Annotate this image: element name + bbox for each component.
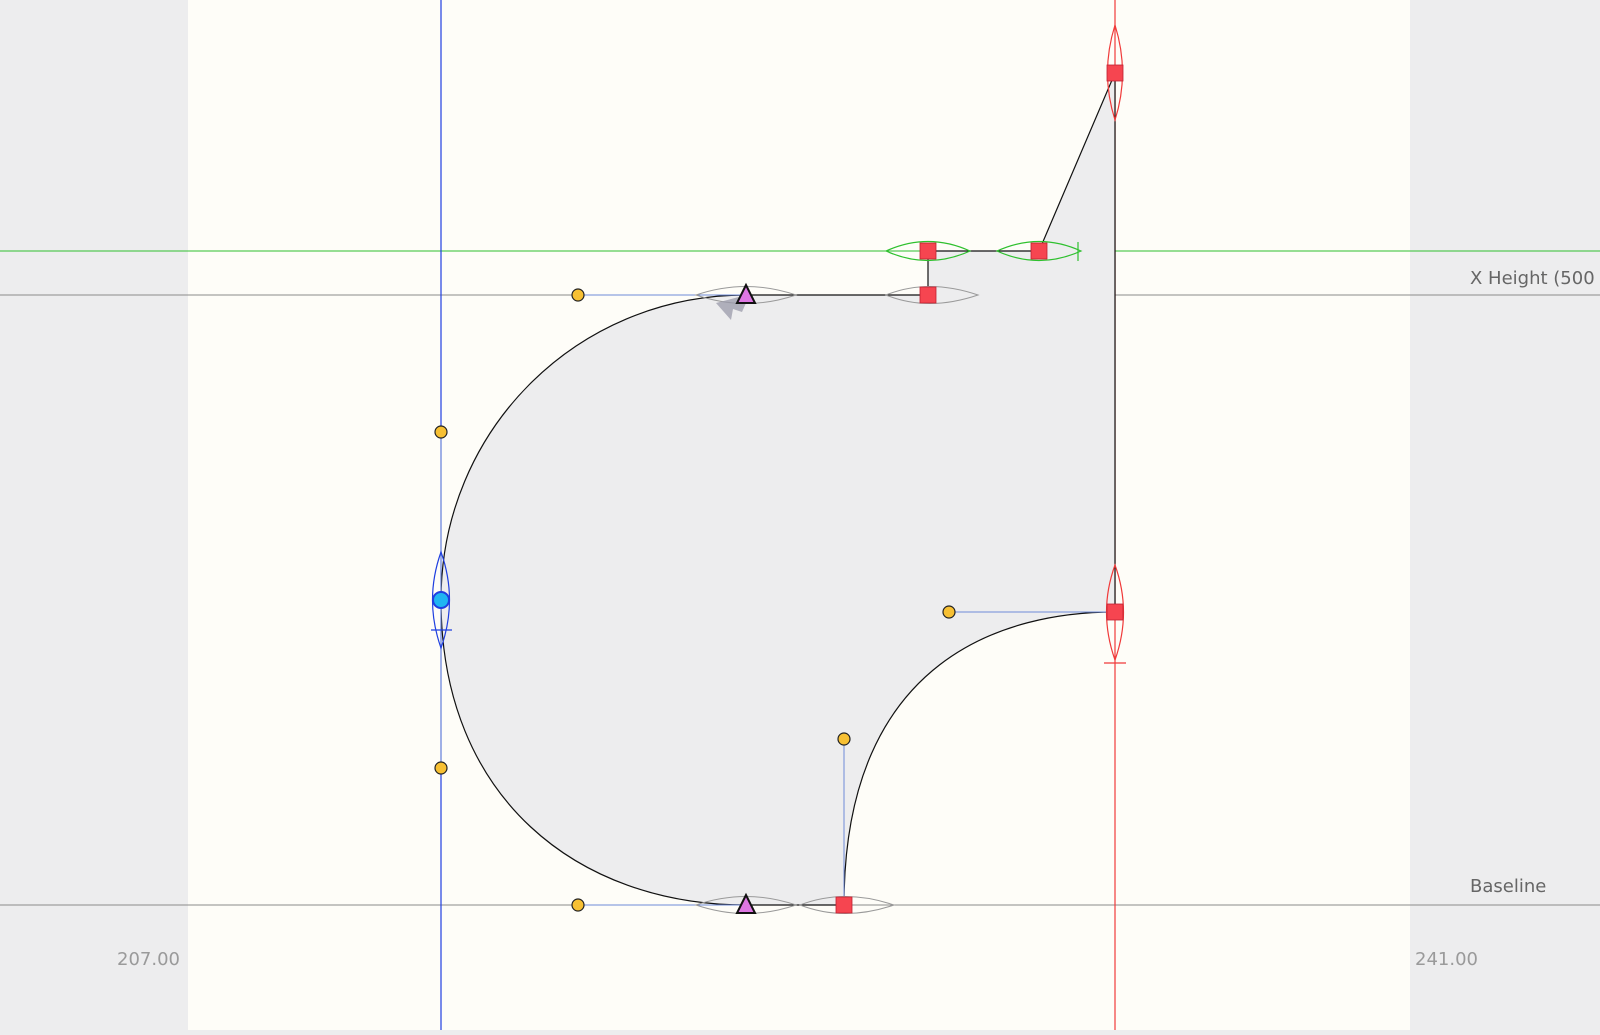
baseline-label: Baseline	[1470, 876, 1546, 897]
smooth-node-selected[interactable]	[432, 591, 450, 609]
corner-node	[835, 896, 853, 914]
corner-node	[1106, 603, 1124, 621]
corner-node	[1030, 242, 1048, 260]
lens-markers-green	[884, 240, 1083, 262]
corner-node	[919, 286, 937, 304]
glyph-outline[interactable]	[440, 72, 1116, 906]
handle-point	[434, 425, 448, 439]
left-sidebearing-value: 207.00	[117, 949, 180, 970]
tangent-node	[735, 892, 757, 914]
tangent-nodes[interactable]	[735, 282, 757, 914]
handle-point	[571, 288, 585, 302]
corner-node	[1106, 64, 1124, 82]
tangent-node	[735, 282, 757, 304]
lens-marker-blue	[431, 550, 452, 650]
corner-nodes[interactable]	[835, 64, 1124, 914]
handle-point	[571, 898, 585, 912]
right-sidebearing-value: 241.00	[1415, 949, 1478, 970]
lens-markers-red	[1104, 22, 1126, 664]
handle-point	[942, 605, 956, 619]
corner-node	[919, 242, 937, 260]
handle-point	[434, 761, 448, 775]
handle-point	[837, 732, 851, 746]
x-height-label: X Height (500	[1470, 268, 1595, 289]
off-curve-handles[interactable]	[434, 288, 956, 912]
